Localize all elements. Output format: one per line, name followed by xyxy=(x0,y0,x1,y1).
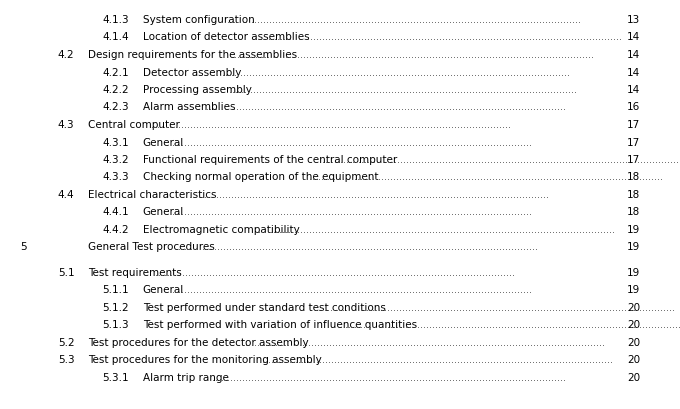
Text: ................................................................................: ........................................… xyxy=(315,302,675,312)
Text: 14: 14 xyxy=(627,32,640,43)
Text: Checking normal operation of the equipment: Checking normal operation of the equipme… xyxy=(143,172,378,182)
Text: ................................................................................: ........................................… xyxy=(221,15,581,25)
Text: 20: 20 xyxy=(627,337,640,347)
Text: Alarm assemblies: Alarm assemblies xyxy=(143,102,235,112)
Text: Test requirements: Test requirements xyxy=(88,267,182,277)
Text: ................................................................................: ........................................… xyxy=(172,137,532,147)
Text: ................................................................................: ........................................… xyxy=(189,189,549,200)
Text: 19: 19 xyxy=(627,225,640,234)
Text: 18: 18 xyxy=(627,207,640,217)
Text: 4.3.1: 4.3.1 xyxy=(102,137,129,147)
Text: 19: 19 xyxy=(627,267,640,277)
Text: ................................................................................: ........................................… xyxy=(172,285,532,295)
Text: 4.2: 4.2 xyxy=(58,50,74,60)
Text: ................................................................................: ........................................… xyxy=(262,32,622,43)
Text: General Test procedures: General Test procedures xyxy=(88,242,215,252)
Text: 17: 17 xyxy=(627,155,640,164)
Text: Electrical characteristics: Electrical characteristics xyxy=(88,189,217,200)
Text: 5.1.1: 5.1.1 xyxy=(102,285,129,295)
Text: Test performed with variation of influence quantities: Test performed with variation of influen… xyxy=(143,320,417,330)
Text: 13: 13 xyxy=(627,15,640,25)
Text: 16: 16 xyxy=(627,102,640,112)
Text: Test performed under standard test conditions: Test performed under standard test condi… xyxy=(143,302,386,312)
Text: 4.4.1: 4.4.1 xyxy=(102,207,129,217)
Text: Functional requirements of the central computer: Functional requirements of the central c… xyxy=(143,155,397,164)
Text: General: General xyxy=(143,207,184,217)
Text: ................................................................................: ........................................… xyxy=(345,320,680,330)
Text: ................................................................................: ........................................… xyxy=(322,155,680,164)
Text: ................................................................................: ........................................… xyxy=(234,50,594,60)
Text: 5.1.2: 5.1.2 xyxy=(102,302,129,312)
Text: Electromagnetic compatibility: Electromagnetic compatibility xyxy=(143,225,300,234)
Text: 5.1: 5.1 xyxy=(58,267,74,277)
Text: Detector assembly: Detector assembly xyxy=(143,67,241,77)
Text: 4.3.2: 4.3.2 xyxy=(102,155,129,164)
Text: ................................................................................: ........................................… xyxy=(206,102,566,112)
Text: ................................................................................: ........................................… xyxy=(206,372,566,382)
Text: 20: 20 xyxy=(627,302,640,312)
Text: 20: 20 xyxy=(627,372,640,382)
Text: Location of detector assemblies: Location of detector assemblies xyxy=(143,32,309,43)
Text: 5.3: 5.3 xyxy=(58,355,74,364)
Text: ................................................................................: ........................................… xyxy=(152,120,511,130)
Text: 4.3.3: 4.3.3 xyxy=(102,172,129,182)
Text: 5.2: 5.2 xyxy=(58,337,74,347)
Text: 5.1.3: 5.1.3 xyxy=(102,320,129,330)
Text: 5.3.1: 5.3.1 xyxy=(102,372,129,382)
Text: 4.2.3: 4.2.3 xyxy=(102,102,129,112)
Text: 20: 20 xyxy=(627,355,640,364)
Text: General: General xyxy=(143,285,184,295)
Text: 18: 18 xyxy=(627,172,640,182)
Text: ................................................................................: ........................................… xyxy=(254,225,615,234)
Text: 5: 5 xyxy=(20,242,27,252)
Text: 19: 19 xyxy=(627,285,640,295)
Text: General: General xyxy=(143,137,184,147)
Text: 14: 14 xyxy=(627,67,640,77)
Text: 4.4.2: 4.4.2 xyxy=(102,225,129,234)
Text: 4.4: 4.4 xyxy=(58,189,74,200)
Text: Processing assembly: Processing assembly xyxy=(143,85,252,95)
Text: 4.1.4: 4.1.4 xyxy=(102,32,129,43)
Text: ................................................................................: ........................................… xyxy=(155,267,515,277)
Text: ................................................................................: ........................................… xyxy=(209,67,570,77)
Text: Central computer: Central computer xyxy=(88,120,180,130)
Text: ................................................................................: ........................................… xyxy=(172,207,532,217)
Text: 19: 19 xyxy=(627,242,640,252)
Text: 17: 17 xyxy=(627,137,640,147)
Text: ................................................................................: ........................................… xyxy=(303,172,663,182)
Text: 20: 20 xyxy=(627,320,640,330)
Text: System configuration: System configuration xyxy=(143,15,254,25)
Text: 18: 18 xyxy=(627,189,640,200)
Text: Alarm trip range: Alarm trip range xyxy=(143,372,228,382)
Text: 4.2.2: 4.2.2 xyxy=(102,85,129,95)
Text: 14: 14 xyxy=(627,50,640,60)
Text: 17: 17 xyxy=(627,120,640,130)
Text: 4.2.1: 4.2.1 xyxy=(102,67,129,77)
Text: ................................................................................: ........................................… xyxy=(177,242,538,252)
Text: Design requirements for the assemblies: Design requirements for the assemblies xyxy=(88,50,298,60)
Text: 4.1.3: 4.1.3 xyxy=(102,15,129,25)
Text: ................................................................................: ........................................… xyxy=(217,85,577,95)
Text: ................................................................................: ........................................… xyxy=(245,337,605,347)
Text: 4.3: 4.3 xyxy=(58,120,74,130)
Text: ................................................................................: ........................................… xyxy=(253,355,613,364)
Text: Test procedures for the detector assembly: Test procedures for the detector assembl… xyxy=(88,337,309,347)
Text: Test procedures for the monitoring assembly: Test procedures for the monitoring assem… xyxy=(88,355,322,364)
Text: 14: 14 xyxy=(627,85,640,95)
